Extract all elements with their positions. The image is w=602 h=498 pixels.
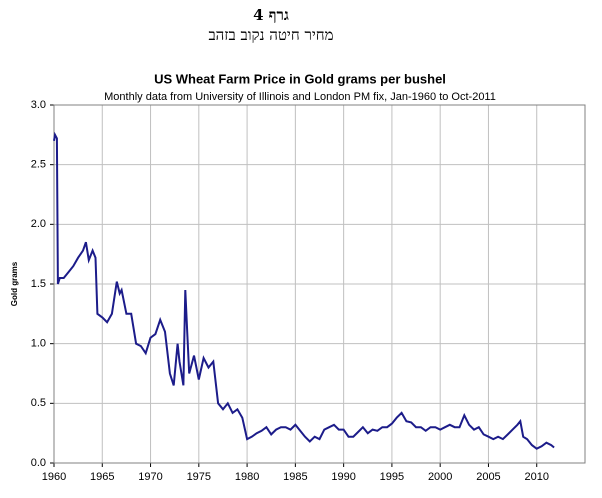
y-tick-label: 0.0: [31, 457, 46, 469]
page-title: גרף 4: [253, 6, 289, 24]
x-tick-label: 1980: [235, 471, 259, 483]
y-tick-label: 0.5: [31, 397, 46, 409]
page-subtitle: מחיר חיטה נקוב בזהב: [208, 26, 333, 44]
x-tick-label: 1960: [42, 471, 66, 483]
y-tick-label: 3.0: [31, 99, 46, 111]
x-tick-label: 1975: [187, 471, 211, 483]
x-tick-label: 2010: [524, 471, 548, 483]
data-line: [53, 131, 555, 450]
x-tick-label: 1985: [283, 471, 307, 483]
y-tick-label: 1.5: [31, 278, 46, 290]
y-tick-label: 2.5: [31, 159, 46, 171]
chart-title: US Wheat Farm Price in Gold grams per bu…: [154, 71, 446, 86]
x-tick-label: 1995: [380, 471, 404, 483]
y-tick-label: 2.0: [31, 218, 46, 230]
x-tick-label: 1970: [138, 471, 162, 483]
x-tick-label: 1990: [331, 471, 355, 483]
x-tick-label: 2005: [476, 471, 500, 483]
x-tick-label: 1965: [90, 471, 114, 483]
plot-border: [53, 104, 586, 464]
x-tick-label: 2000: [428, 471, 452, 483]
chart-subtitle: Monthly data from University of Illinois…: [104, 91, 496, 103]
y-tick-label: 1.0: [31, 338, 46, 350]
y-axis-label: Gold grams: [10, 261, 19, 306]
